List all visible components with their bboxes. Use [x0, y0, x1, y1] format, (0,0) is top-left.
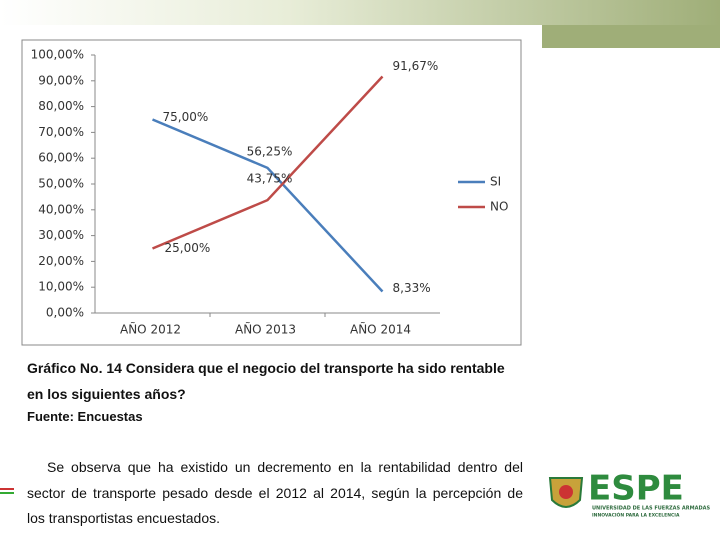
legend-label: SI [490, 175, 501, 189]
chart: 0,00% 10,00% 20,00% 30,00% 40,00% 50,00% 60,00… [21, 39, 522, 346]
paragraph-line: sector de transporte pesado desde el 201… [27, 485, 523, 501]
logo-name: ESPE [588, 470, 684, 509]
top-band [0, 0, 720, 25]
y-tick-label: 10,00% [38, 280, 84, 294]
data-label: 75,00% [163, 110, 209, 124]
data-label: 25,00% [165, 241, 211, 255]
y-tick-label: 40,00% [38, 202, 84, 216]
y-tick-label: 0,00% [46, 306, 84, 320]
caption: Gráfico No. 14 Considera que el negocio … [27, 360, 505, 376]
y-tick-label: 60,00% [38, 151, 84, 165]
x-tick-label: AÑO 2012 [120, 322, 181, 337]
source: Fuente: Encuestas [27, 409, 143, 424]
paragraph-line: los transportistas encuestados. [27, 510, 220, 526]
x-tick-label: AÑO 2013 [235, 322, 296, 337]
x-tick-label: AÑO 2014 [350, 322, 411, 337]
series-line [152, 75, 384, 250]
y-tick-label: 50,00% [38, 177, 84, 191]
logo-line: INNOVACIÓN PARA LA EXCELENCIA [592, 512, 680, 519]
y-tick-label: 90,00% [38, 73, 84, 87]
caption: en los siguientes años? [27, 386, 186, 402]
legend-label: NO [490, 200, 508, 214]
side-band [542, 25, 720, 48]
data-label: 56,25% [247, 144, 293, 158]
y-tick-label: 70,00% [38, 125, 84, 139]
logo: ESPE UNIVERSIDAD DE LAS FUERZAS ARMADAS … [548, 470, 710, 519]
paragraph-line: Se observa que ha existido un decremento… [47, 459, 523, 475]
logo-emblem [559, 485, 573, 499]
left-stripe [0, 488, 14, 494]
y-tick-label: 20,00% [38, 254, 84, 268]
data-label: 91,67% [393, 59, 439, 73]
data-label: 43,75% [247, 172, 293, 186]
logo-line: UNIVERSIDAD DE LAS FUERZAS ARMADAS [592, 506, 710, 512]
y-tick-label: 80,00% [38, 99, 84, 113]
y-tick-label: 100,00% [31, 48, 84, 62]
chart-frame [21, 39, 522, 346]
data-label: 8,33% [393, 281, 431, 295]
y-tick-label: 30,00% [38, 228, 84, 242]
series-line [152, 118, 384, 293]
